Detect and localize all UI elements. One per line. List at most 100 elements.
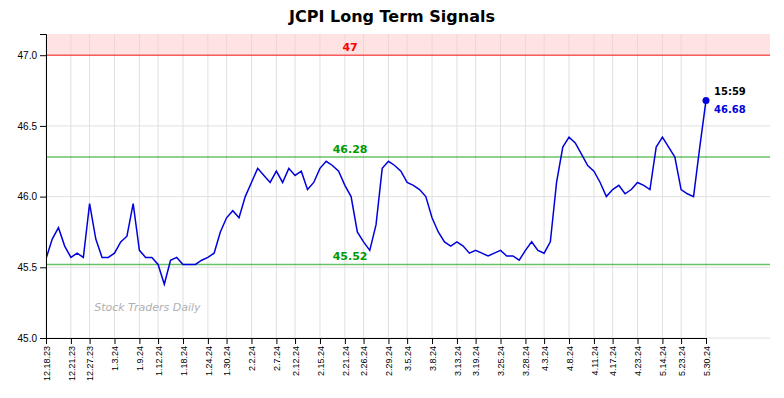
- x-tick-label: 3.19.24: [471, 346, 481, 376]
- reference-line: [46, 54, 770, 56]
- x-tick-label: 2.12.24: [291, 346, 301, 376]
- y-tick-mark: [40, 55, 46, 56]
- x-tick-label: 1.30.24: [222, 346, 232, 376]
- grid-line: [46, 267, 770, 268]
- plot: 45.045.546.046.547.012.18.2312.21.2312.2…: [18, 34, 770, 381]
- x-tick-mark: [183, 338, 184, 344]
- x-tick-mark: [295, 338, 296, 344]
- grid-line: [662, 34, 663, 338]
- y-tick-label: 46.5: [18, 121, 38, 132]
- x-tick-label: 3.8.24: [428, 346, 438, 371]
- y-tick-mark: [40, 197, 46, 198]
- grid-line: [251, 34, 252, 338]
- grid: [46, 34, 770, 338]
- x-tick-mark: [594, 338, 595, 344]
- x-tick-mark: [158, 338, 159, 344]
- x-tick-mark: [364, 338, 365, 344]
- x-tick: 2.21.24: [341, 338, 351, 376]
- x-tick: 4.3.24: [540, 338, 550, 371]
- grid-line: [182, 34, 183, 338]
- grid-line: [706, 34, 707, 338]
- grid-line: [70, 34, 71, 338]
- x-tick-label: 2.2.24: [247, 346, 257, 371]
- x-tick-label: 4.23.24: [633, 346, 643, 376]
- grid-line: [500, 34, 501, 338]
- reference-label: 45.52: [333, 250, 368, 263]
- x-tick: 3.28.24: [521, 338, 531, 376]
- x-tick: 3.8.24: [428, 338, 438, 371]
- x-tick-mark: [501, 338, 502, 344]
- x-tick-label: 5.30.24: [702, 346, 712, 376]
- y-tick-label: 45.5: [18, 262, 38, 273]
- grid-line: [637, 34, 638, 338]
- y-tick-label: 46.0: [18, 191, 38, 202]
- grid-line: [432, 34, 433, 338]
- grid-line: [407, 34, 408, 338]
- y-tick: 46.5: [18, 121, 46, 132]
- x-tick: 1.12.24: [154, 338, 164, 376]
- x-tick: 1.9.24: [135, 338, 145, 371]
- grid-line: [139, 34, 140, 338]
- grid-line: [46, 55, 770, 56]
- x-tick-mark: [208, 338, 209, 344]
- last-point: [703, 97, 710, 104]
- x-tick: 1.18.24: [179, 338, 189, 376]
- x-tick-mark: [525, 338, 526, 344]
- x-tick-mark: [276, 338, 277, 344]
- x-tick: 3.5.24: [403, 338, 413, 371]
- x-tick: 1.3.24: [110, 338, 120, 371]
- x-tick-mark: [251, 338, 252, 344]
- grid-line: [456, 34, 457, 338]
- x-tick-label: 5.23.24: [677, 346, 687, 376]
- x-tick: 5.23.24: [677, 338, 687, 376]
- grid-line: [612, 34, 613, 338]
- x-tick: 1.30.24: [222, 338, 232, 376]
- grid-line: [525, 34, 526, 338]
- x-tick: 2.26.24: [359, 338, 369, 376]
- x-tick: 3.19.24: [471, 338, 481, 376]
- x-tick-label: 3.5.24: [403, 346, 413, 371]
- x-tick-label: 1.18.24: [179, 346, 189, 376]
- x-tick: 4.8.24: [565, 338, 575, 371]
- x-tick-mark: [114, 338, 115, 344]
- x-tick-mark: [320, 338, 321, 344]
- reference-label: 47: [342, 41, 357, 54]
- reference-line: [46, 156, 770, 158]
- x-tick-label: 4.11.24: [590, 346, 600, 375]
- x-tick-mark: [227, 338, 228, 344]
- x-tick-label: 2.7.24: [272, 346, 282, 371]
- x-tick-label: 1.24.24: [204, 346, 214, 376]
- x-tick-label: 4.17.24: [608, 346, 618, 376]
- grid-line: [319, 34, 320, 338]
- chart: 45.045.546.046.547.012.18.2312.21.2312.2…: [0, 0, 784, 398]
- title: JCPI Long Term Signals: [288, 7, 495, 26]
- x-tick-mark: [613, 338, 614, 344]
- grid-line: [388, 34, 389, 338]
- x-tick-label: 1.9.24: [135, 346, 145, 371]
- grid-line: [569, 34, 570, 338]
- x-tick-label: 1.3.24: [110, 346, 120, 371]
- x-tick: 5.30.24: [702, 338, 712, 376]
- grid-line: [46, 125, 770, 126]
- reference-label: 46.28: [333, 143, 368, 156]
- x-tick-label: 3.25.24: [496, 346, 506, 376]
- x-tick: 5.14.24: [658, 338, 668, 376]
- grid-line: [363, 34, 364, 338]
- x-tick-mark: [345, 338, 346, 344]
- y-tick-mark: [40, 338, 46, 339]
- x-tick: 2.12.24: [291, 338, 301, 376]
- x-tick-label: 1.12.24: [154, 346, 164, 376]
- x-tick-mark: [638, 338, 639, 344]
- y-tick: 45.0: [18, 333, 46, 344]
- grid-line: [276, 34, 277, 338]
- x-tick-label: 3.28.24: [521, 346, 531, 376]
- grid-line: [46, 196, 770, 197]
- x-tick-label: 2.26.24: [359, 346, 369, 376]
- x-tick: 2.29.24: [384, 338, 394, 376]
- x-tick-label: 5.14.24: [658, 346, 668, 376]
- x-tick: 2.2.24: [247, 338, 257, 371]
- x-tick-mark: [569, 338, 570, 344]
- last-price: 46.68: [714, 104, 746, 115]
- y-tick-mark: [40, 126, 46, 127]
- x-tick-mark: [407, 338, 408, 344]
